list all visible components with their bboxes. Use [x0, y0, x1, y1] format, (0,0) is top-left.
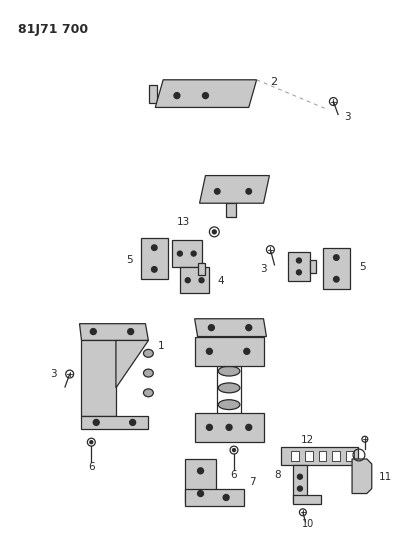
Circle shape	[152, 266, 157, 272]
Bar	[226, 203, 236, 217]
Polygon shape	[195, 336, 263, 366]
Circle shape	[213, 230, 216, 234]
Bar	[305, 451, 313, 461]
Ellipse shape	[143, 369, 153, 377]
Bar	[319, 451, 326, 461]
Circle shape	[226, 424, 232, 430]
Text: 4: 4	[217, 276, 224, 286]
Bar	[288, 252, 310, 281]
Polygon shape	[80, 324, 148, 341]
Polygon shape	[195, 319, 267, 336]
Bar	[172, 240, 201, 268]
Bar	[293, 465, 307, 503]
Text: 10: 10	[302, 519, 314, 529]
Circle shape	[297, 486, 302, 491]
Bar	[291, 451, 299, 461]
Bar	[293, 495, 320, 504]
Ellipse shape	[143, 389, 153, 397]
Circle shape	[174, 93, 180, 99]
Circle shape	[207, 349, 213, 354]
Circle shape	[297, 270, 301, 275]
Text: 8: 8	[275, 470, 281, 480]
Text: 5: 5	[126, 254, 133, 264]
Bar	[322, 248, 350, 289]
Bar	[217, 366, 241, 414]
Text: 3: 3	[344, 112, 351, 122]
Bar	[197, 263, 205, 276]
Bar	[346, 451, 354, 461]
Text: 6: 6	[88, 462, 95, 472]
Circle shape	[197, 468, 203, 474]
Text: 13: 13	[176, 217, 190, 227]
Text: 11: 11	[378, 472, 392, 482]
Circle shape	[297, 258, 301, 263]
Polygon shape	[352, 459, 372, 494]
Circle shape	[93, 419, 99, 425]
Circle shape	[178, 251, 182, 256]
Circle shape	[185, 278, 190, 282]
Circle shape	[246, 424, 252, 430]
Circle shape	[209, 325, 214, 330]
Ellipse shape	[218, 383, 240, 393]
Polygon shape	[82, 416, 148, 430]
Text: 1: 1	[158, 342, 165, 351]
Text: 81J71 700: 81J71 700	[18, 22, 88, 36]
Circle shape	[191, 251, 196, 256]
Text: 5: 5	[359, 262, 366, 272]
Text: 12: 12	[301, 435, 314, 445]
Bar	[332, 451, 340, 461]
Circle shape	[334, 277, 339, 282]
Bar	[310, 260, 316, 273]
Circle shape	[128, 329, 134, 335]
Bar	[140, 238, 168, 279]
Circle shape	[232, 449, 236, 451]
Text: 7: 7	[249, 477, 256, 487]
Bar	[149, 85, 157, 102]
Circle shape	[130, 419, 136, 425]
Circle shape	[197, 490, 203, 496]
Polygon shape	[155, 80, 257, 108]
Polygon shape	[195, 413, 263, 442]
Circle shape	[297, 474, 302, 479]
Circle shape	[90, 329, 96, 335]
Bar	[281, 447, 358, 465]
Circle shape	[90, 441, 93, 443]
Polygon shape	[116, 341, 148, 388]
Ellipse shape	[218, 400, 240, 409]
Ellipse shape	[143, 349, 153, 357]
Bar	[185, 489, 244, 506]
Bar	[185, 459, 216, 503]
Circle shape	[152, 245, 157, 251]
Circle shape	[334, 255, 339, 260]
Circle shape	[246, 325, 252, 330]
Circle shape	[215, 189, 220, 194]
Circle shape	[244, 349, 250, 354]
Text: 2: 2	[270, 77, 277, 87]
Circle shape	[223, 495, 229, 500]
Bar	[180, 268, 209, 293]
Circle shape	[199, 278, 204, 282]
Polygon shape	[199, 175, 269, 203]
Circle shape	[246, 189, 252, 194]
Text: 3: 3	[50, 369, 57, 379]
Ellipse shape	[218, 366, 240, 376]
Text: 6: 6	[231, 470, 237, 480]
Circle shape	[203, 93, 209, 99]
Circle shape	[207, 424, 213, 430]
Polygon shape	[82, 341, 116, 416]
Text: 3: 3	[260, 264, 267, 274]
